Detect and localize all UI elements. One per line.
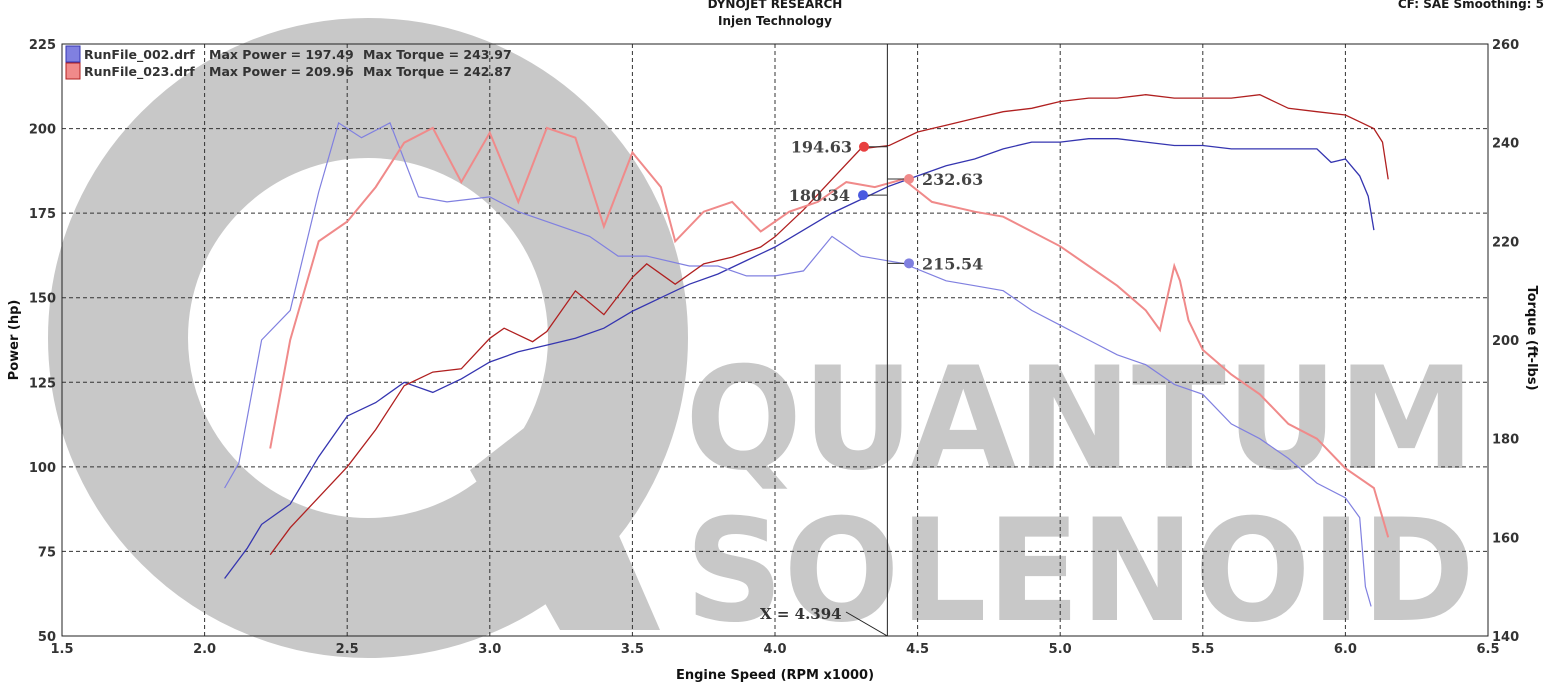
cursor-readout: X = 4.394 xyxy=(760,605,842,623)
x-tick-label: 4.5 xyxy=(906,642,929,657)
y-tick-label: 175 xyxy=(29,207,56,222)
x-tick-label: 5.0 xyxy=(1049,642,1072,657)
watermark-line2: SOLENOID xyxy=(685,489,1475,654)
cursor-value-power-2: 194.63 xyxy=(791,138,852,157)
y2-tick-label: 200 xyxy=(1492,334,1519,349)
legend-max-torque-1: Max Torque = 243.97 xyxy=(363,47,512,62)
y-tick-label: 100 xyxy=(29,461,56,476)
cursor-value-torque-1: 215.54 xyxy=(922,254,983,273)
y2-tick-label: 240 xyxy=(1492,137,1519,152)
power-curve-2 xyxy=(269,94,1389,556)
plot-frame xyxy=(61,43,1489,637)
y-tick-label: 75 xyxy=(38,545,56,560)
y2-tick-label: 180 xyxy=(1492,433,1519,448)
y-axis-label: Power (hp) xyxy=(7,300,22,381)
chart-title: DYNOJET RESEARCH xyxy=(707,0,843,11)
curves xyxy=(224,94,1390,607)
y-axis-ticks: 50 75 100 125 150 175 200 225 xyxy=(29,38,56,645)
x-tick-label: 5.5 xyxy=(1191,642,1214,657)
torque-curve-1 xyxy=(224,121,1372,607)
y-tick-label: 200 xyxy=(29,123,56,138)
chart-subtitle: Injen Technology xyxy=(718,14,832,28)
y2-tick-label: 140 xyxy=(1492,630,1519,645)
cursor-marker-torque-2 xyxy=(904,174,914,185)
cursor-value-power-1: 180.34 xyxy=(789,186,850,205)
x-tick-label: 4.0 xyxy=(763,642,786,657)
watermark-tail xyxy=(470,400,660,630)
y2-tick-label: 220 xyxy=(1492,235,1519,250)
torque-curve-2 xyxy=(269,126,1390,538)
correction-factor-readout: CF: SAE Smoothing: 5 xyxy=(1397,0,1544,11)
x-tick-label: 3.0 xyxy=(478,642,501,657)
legend-file-1: RunFile_002.drf xyxy=(84,47,195,63)
legend-max-torque-2: Max Torque = 242.87 xyxy=(363,64,512,79)
y2-axis-label: Torque (ft-lbs) xyxy=(1524,285,1539,390)
watermark: QUANTUM SOLENOID xyxy=(48,18,1475,658)
y-tick-label: 150 xyxy=(29,292,56,307)
y2-tick-label: 260 xyxy=(1492,38,1519,53)
x-tick-label: 3.5 xyxy=(621,642,644,657)
cursor-markers: 194.63 232.63 180.34 215.54 xyxy=(789,138,983,274)
x-tick-label: 6.0 xyxy=(1334,642,1357,657)
y-tick-label: 125 xyxy=(29,376,56,391)
y-tick-label: 225 xyxy=(29,38,56,53)
cursor-marker-torque-1 xyxy=(904,258,914,269)
x-tick-label: 2.0 xyxy=(193,642,216,657)
y2-axis-ticks: 140 160 180 200 220 240 260 xyxy=(1492,38,1519,645)
legend-swatch-1 xyxy=(65,45,81,63)
legend-file-2: RunFile_023.drf xyxy=(84,64,195,80)
x-axis-ticks: 1.5 2.0 2.5 3.0 3.5 4.0 4.5 5.0 5.5 6.0 6.5 xyxy=(50,642,1499,657)
legend-max-power-1: Max Power = 197.49 xyxy=(209,47,354,62)
legend-swatch-2 xyxy=(65,62,81,80)
legend: RunFile_002.drf Max Power = 197.49 Max Tor… xyxy=(65,45,512,80)
cursor-marker-power-2 xyxy=(859,141,869,152)
x-axis-label: Engine Speed (RPM x1000) xyxy=(676,668,874,683)
x-tick-label: 1.5 xyxy=(50,642,73,657)
cursor-label-leader xyxy=(845,611,888,637)
power-curve-1 xyxy=(224,138,1375,579)
x-tick-label: 6.5 xyxy=(1476,642,1499,657)
x-tick-label: 2.5 xyxy=(336,642,359,657)
cursor-value-torque-2: 232.63 xyxy=(922,170,983,189)
y-tick-label: 50 xyxy=(38,630,56,645)
watermark-line1: QUANTUM xyxy=(685,337,1475,502)
watermark-ring xyxy=(48,18,688,658)
cursor-marker-power-1 xyxy=(858,190,868,201)
y2-tick-label: 160 xyxy=(1492,531,1519,546)
legend-max-power-2: Max Power = 209.96 xyxy=(209,64,354,79)
